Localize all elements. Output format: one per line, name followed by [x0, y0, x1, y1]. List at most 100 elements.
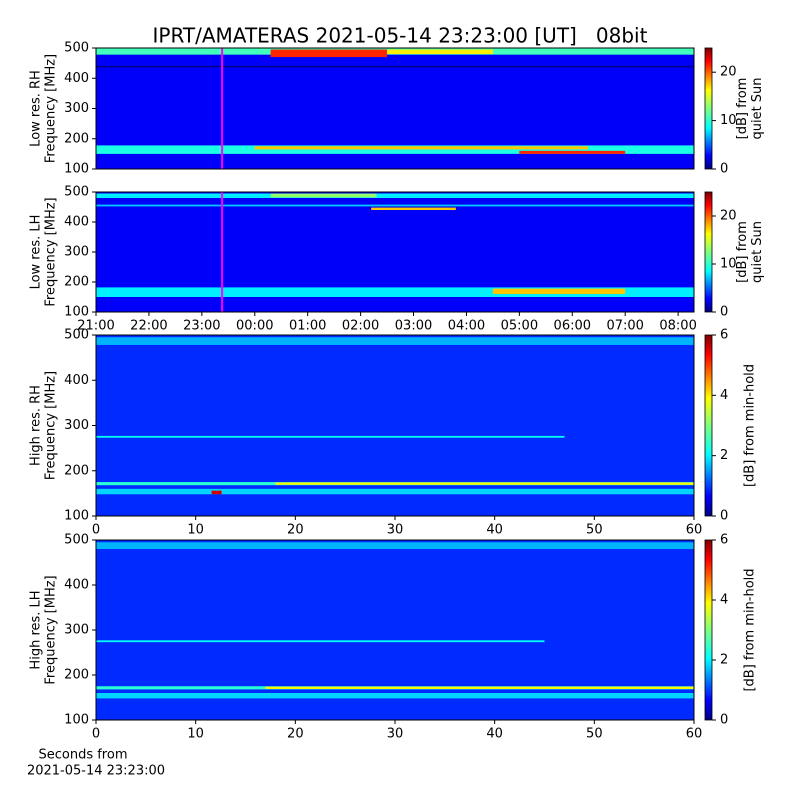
x-tick-label: 40: [486, 523, 503, 538]
heatmap-band: [96, 542, 694, 549]
heatmap-band: [96, 204, 694, 207]
y-axis-label: High res. RH: [29, 385, 44, 466]
heatmap-band: [270, 49, 388, 58]
colorbar-tick-label: 20: [720, 209, 737, 224]
y-tick-label: 300: [64, 245, 89, 260]
x-tick-label: 50: [586, 727, 603, 742]
x-tick-label: 03:00: [395, 319, 432, 334]
y-axis-label: Frequency [MHz]: [44, 371, 59, 480]
heatmap-band: [96, 693, 694, 699]
x-axis-label: Seconds from: [38, 748, 127, 763]
y-tick-label: 300: [64, 101, 89, 116]
y-tick-label: 300: [64, 418, 89, 433]
heatmap-band: [371, 207, 456, 210]
heatmap-band: [492, 288, 626, 294]
x-tick-label: 21:00: [77, 319, 114, 334]
heatmap-band: [96, 287, 694, 297]
heatmap-band: [270, 193, 377, 198]
y-axis-label: Low res. LH: [29, 215, 44, 290]
y-tick-label: 400: [64, 215, 89, 230]
x-tick-label: 02:00: [342, 319, 379, 334]
y-tick-label: 200: [64, 463, 89, 478]
x-tick-label: 10: [187, 727, 204, 742]
x-tick-label: 20: [287, 523, 304, 538]
x-tick-label: 07:00: [606, 319, 643, 334]
y-axis-label: Low res. RH: [29, 70, 44, 147]
x-tick-label: 22:00: [130, 319, 167, 334]
heatmap-background: [96, 540, 694, 720]
x-tick-label: 0: [92, 523, 100, 538]
y-tick-label: 300: [64, 623, 89, 638]
colorbar-tick-label: 20: [720, 65, 737, 80]
colorbar-tick-label: 2: [720, 653, 728, 668]
y-tick-label: 200: [64, 668, 89, 683]
y-tick-label: 500: [64, 41, 89, 56]
y-tick-label: 100: [64, 162, 89, 177]
x-tick-label: 04:00: [448, 319, 485, 334]
colorbar-label: [dB] from min-hold: [743, 364, 758, 487]
colorbar-tick-label: 10: [720, 257, 737, 272]
y-tick-label: 500: [64, 533, 89, 548]
x-tick-label: 10: [187, 523, 204, 538]
colorbar-tick-label: 2: [720, 448, 728, 463]
x-tick-label: 60: [686, 727, 703, 742]
y-tick-label: 200: [64, 275, 89, 290]
heatmap-band: [519, 150, 626, 154]
y-axis-label: Frequency [MHz]: [44, 575, 59, 684]
colorbar: [704, 47, 713, 170]
colorbar-label: quiet Sun: [750, 77, 765, 139]
heatmap-band: [265, 686, 694, 689]
heatmap-background: [96, 335, 694, 516]
x-tick-label: 50: [586, 523, 603, 538]
x-tick-label: 60: [686, 523, 703, 538]
y-tick-label: 200: [64, 131, 89, 146]
colorbar-tick-label: 4: [720, 388, 728, 403]
y-tick-label: 400: [64, 71, 89, 86]
x-tick-label: 20: [287, 727, 304, 742]
x-tick-label: 05:00: [501, 319, 538, 334]
y-tick-label: 500: [64, 185, 89, 200]
colorbar-tick-label: 6: [720, 328, 728, 343]
x-tick-label: 0: [92, 727, 100, 742]
x-tick-label: 40: [486, 727, 503, 742]
x-tick-label: 30: [387, 523, 404, 538]
colorbar-label: [dB] from: [735, 221, 750, 283]
colorbar-tick-label: 4: [720, 593, 728, 608]
heatmap-band: [96, 337, 694, 345]
colorbar: [704, 191, 713, 313]
x-tick-label: 23:00: [183, 319, 220, 334]
colorbar: [704, 539, 713, 721]
y-axis-label: Frequency [MHz]: [44, 197, 59, 306]
x-tick-label: 06:00: [554, 319, 591, 334]
colorbar-label: [dB] from min-hold: [743, 568, 758, 691]
x-axis-label: 2021-05-14 23:23:00: [27, 764, 165, 779]
y-axis-label: High res. LH: [29, 590, 44, 669]
y-tick-label: 100: [64, 509, 89, 524]
heatmap-band: [96, 193, 694, 198]
y-tick-label: 400: [64, 578, 89, 593]
heatmap-band: [387, 49, 493, 55]
colorbar-tick-label: 6: [720, 533, 728, 548]
heatmap-band: [96, 435, 565, 438]
y-tick-label: 100: [64, 305, 89, 320]
y-tick-label: 100: [64, 713, 89, 728]
colorbar-tick-label: 0: [720, 713, 728, 728]
heatmap-band: [96, 65, 694, 68]
y-tick-label: 400: [64, 373, 89, 388]
colorbar-tick-label: 0: [720, 162, 728, 177]
title: IPRT/AMATERAS 2021-05-14 23:23:00 [UT] 0…: [153, 24, 648, 48]
heatmap-band: [96, 488, 694, 495]
colorbar-tick-label: 10: [720, 113, 737, 128]
x-tick-label: 00:00: [236, 319, 273, 334]
colorbar-tick-label: 0: [720, 305, 728, 320]
heatmap-band: [254, 146, 589, 150]
x-tick-label: 01:00: [289, 319, 326, 334]
colorbar-tick-label: 0: [720, 509, 728, 524]
heatmap-band: [275, 482, 694, 485]
heatmap-band: [211, 490, 222, 495]
heatmap-band: [96, 145, 694, 154]
colorbar-label: quiet Sun: [750, 221, 765, 283]
colorbar: [704, 334, 713, 517]
x-tick-label: 08:00: [659, 319, 696, 334]
